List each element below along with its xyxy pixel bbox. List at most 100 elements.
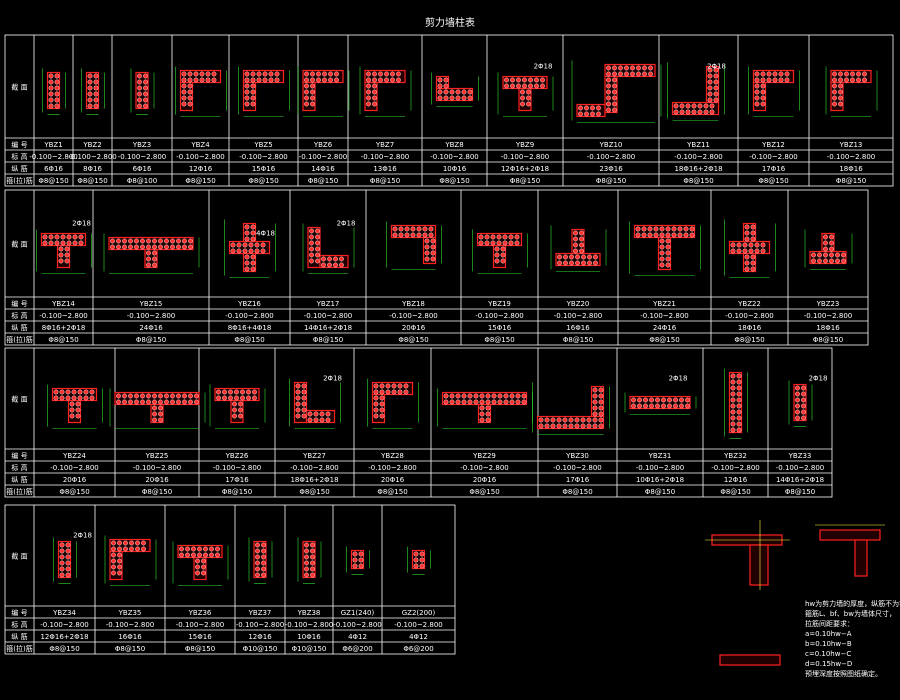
rebar-dot <box>379 413 385 419</box>
rebar-dot <box>648 71 653 77</box>
rebar-dot <box>575 260 580 266</box>
rebar-dot <box>521 399 527 405</box>
rebar-dot <box>817 258 822 264</box>
cell-stirrup: Φ8@150 <box>115 645 145 653</box>
row-header-stirrup: 箍(拉)筋 <box>6 644 32 653</box>
cell-elevation: -0.100~2.800 <box>361 153 409 161</box>
rebar-dot <box>784 77 790 83</box>
rebar-dot <box>526 89 531 95</box>
rebar-dot <box>295 389 301 395</box>
rebar-dot <box>823 252 828 258</box>
rebar-dot <box>301 383 307 389</box>
rebar-dot <box>255 560 260 566</box>
rebar-dot <box>352 551 358 557</box>
rebar-dot <box>255 554 260 560</box>
rebar-dot <box>592 393 598 399</box>
rebar-dot <box>261 560 266 566</box>
rebar-dot <box>587 260 592 266</box>
row-header-number: 编 号 <box>11 140 27 149</box>
rebar-dot <box>697 103 703 109</box>
rebar-dot <box>140 393 145 399</box>
rebar-dot <box>179 552 184 558</box>
rebar-dot <box>188 244 193 250</box>
rebar-dot <box>516 77 521 83</box>
section-drawing-YBZ27 <box>289 378 341 429</box>
cell-number: YBZ31 <box>648 452 672 460</box>
rebar-dot <box>110 238 115 244</box>
rebar-dot <box>65 548 71 554</box>
rebar-dot <box>562 417 568 423</box>
rebar-dot <box>117 546 122 552</box>
rebar-dot <box>801 409 806 415</box>
rebar-dot <box>736 248 742 254</box>
rebar-dot <box>93 103 99 109</box>
rebar-dot <box>573 236 578 242</box>
cell-elevation: -0.100~2.800 <box>725 312 773 320</box>
rebar-dot <box>832 89 837 95</box>
rebar-dot <box>579 242 584 248</box>
rebar-dot <box>496 234 502 240</box>
rebar-dot <box>461 95 467 101</box>
rebar-tag: 2Φ18 <box>73 532 92 540</box>
rebar-dot <box>598 393 604 399</box>
rebar-dot <box>504 77 509 83</box>
cell-stirrup: Φ8@150 <box>222 488 252 496</box>
section-drawing-YBZ12 <box>748 66 800 117</box>
cell-number: YBZ16 <box>237 300 261 308</box>
rebar-dot <box>209 552 214 558</box>
rebar-dot <box>598 405 604 411</box>
rebar-dot <box>191 546 196 552</box>
rebar-dot <box>455 89 461 95</box>
rebar-dot <box>404 232 410 238</box>
cell-stirrup: Φ8@150 <box>142 488 172 496</box>
cell-number: YBZ9 <box>515 141 534 149</box>
cell-longitudinal: 20Φ16 <box>402 324 426 332</box>
cell-longitudinal: 17Φ16 <box>566 476 590 484</box>
cell-elevation: -0.100~2.800 <box>127 312 175 320</box>
rebar-dot <box>390 77 395 83</box>
cell-longitudinal: 16Φ16 <box>118 633 142 641</box>
rebar-dot <box>754 71 760 77</box>
rebar-dot <box>181 95 187 101</box>
rebar-dot <box>319 417 325 423</box>
rebar-dot <box>730 385 736 391</box>
cell-longitudinal: 10Φ16 <box>297 633 321 641</box>
legend-line: hw为剪力墙的厚度，纵筋不为零配筋时按 <box>805 599 900 608</box>
rebar-dot <box>315 240 320 246</box>
rebar-dot <box>659 250 665 256</box>
rebar-dot <box>240 395 245 401</box>
rebar-dot <box>135 546 140 552</box>
cell-longitudinal: 12Φ16 <box>724 476 748 484</box>
rebar-dot <box>592 423 598 429</box>
section-drawing-YBZ33 <box>788 380 813 427</box>
rebar-dot <box>592 411 598 417</box>
rebar-dot <box>268 77 274 83</box>
rebar-dot <box>42 234 48 240</box>
rebar-dot <box>128 399 133 405</box>
rebar-dot <box>520 89 525 95</box>
rebar-dot <box>244 101 250 107</box>
rebar-dot <box>244 266 250 272</box>
rebar-dot <box>358 557 364 563</box>
cell-number: YBZ29 <box>472 452 496 460</box>
rebar-dot <box>181 101 187 107</box>
rebar-dot <box>835 258 840 264</box>
rebar-dot <box>211 77 217 83</box>
rebar-dot <box>612 95 617 101</box>
rebar-dot <box>685 109 691 115</box>
rebar-dot <box>772 77 778 83</box>
rebar-dot <box>795 409 800 415</box>
rebar-tag: 4Φ18 <box>256 230 275 238</box>
rebar-dot <box>187 77 193 83</box>
cell-longitudinal: 15Φ16 <box>252 165 276 173</box>
rebar-dot <box>232 401 237 407</box>
rebar-dot <box>54 73 60 79</box>
rebar-dot <box>659 262 665 268</box>
rebar-dot <box>176 238 181 244</box>
rebar-dot <box>385 383 391 389</box>
rebar-dot <box>137 103 142 109</box>
rebar-dot <box>379 401 385 407</box>
rebar-tag: 2Φ18 <box>669 375 688 383</box>
rebar-dot <box>59 548 65 554</box>
rebar-dot <box>643 397 648 403</box>
